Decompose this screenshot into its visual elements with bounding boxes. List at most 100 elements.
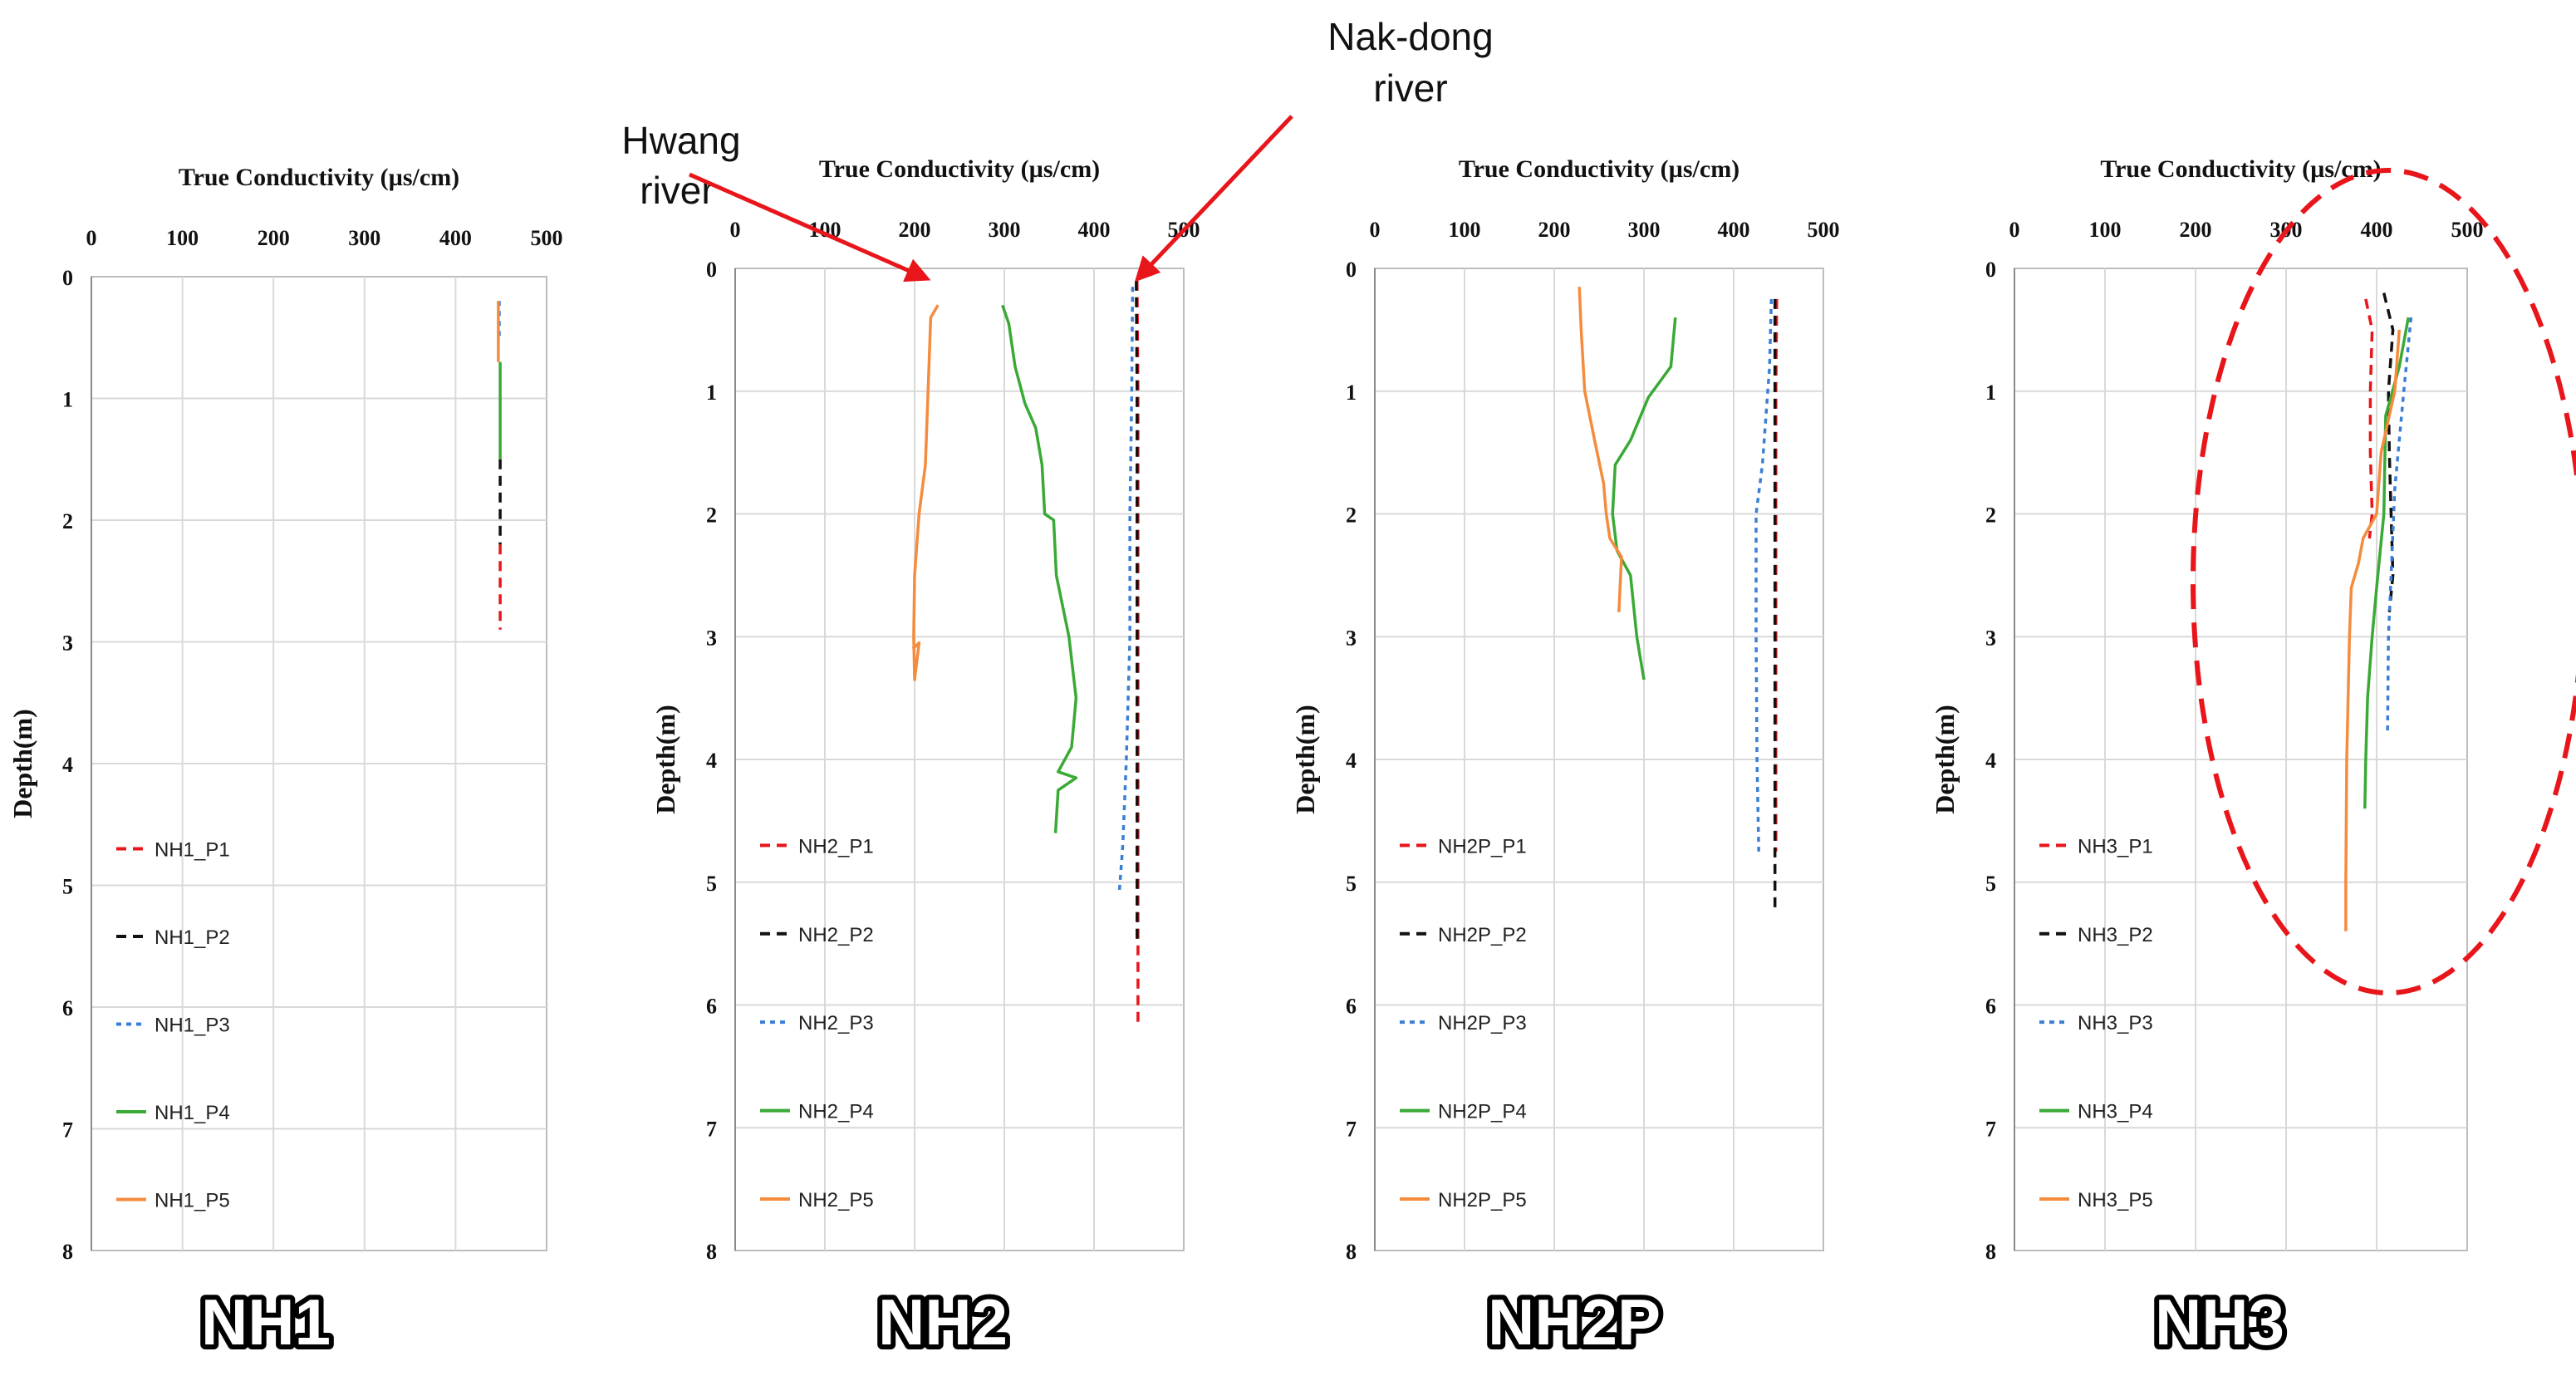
y-tick-label: 0 [706,258,717,282]
y-tick-label: 1 [1346,381,1357,405]
nakdong-label-line2: river [1373,66,1447,110]
y-tick-label: 2 [1985,504,1996,528]
y-tick-label: 2 [1346,504,1357,528]
series-line-nh2p_p3 [1754,298,1774,852]
y-axis-label: Depth(m) [7,709,37,818]
x-tick-label: 400 [1718,218,1750,242]
legend-label: NH3_P3 [2078,1012,2153,1034]
series-line-nh2_p2 [1135,280,1139,944]
x-tick-label: 100 [1449,218,1481,242]
y-tick-label: 3 [1346,626,1357,650]
x-tick-label: 500 [531,226,563,250]
chart-title: True Conductivity (µs/cm) [179,164,459,191]
y-tick-label: 1 [62,388,73,412]
y-tick-label: 2 [706,504,717,528]
legend-label: NH1_P3 [155,1015,230,1037]
y-tick-label: 0 [62,266,73,290]
chart-title: True Conductivity (µs/cm) [819,155,1100,183]
hwang-river-annotation: Hwang river [621,119,931,283]
legend-label: NH2P_P4 [1438,1101,1527,1123]
series-line-nh2p_p5 [1577,287,1623,612]
x-tick-label: 400 [439,226,472,250]
nakdong-arrow [1134,115,1293,283]
y-axis-label: Depth(m) [650,705,680,814]
x-tick-label: 500 [1808,218,1840,242]
hwang-label-line1: Hwang [621,119,740,162]
y-tick-label: 8 [706,1240,717,1264]
x-tick-label: 0 [2009,218,2020,242]
x-tick-label: 500 [2451,218,2484,242]
y-tick-label: 4 [1346,749,1357,773]
hwang-label-line2: river [640,169,714,212]
y-tick-label: 7 [62,1118,73,1143]
legend-label: NH2_P1 [798,835,874,858]
x-tick-label: 100 [166,226,199,250]
y-tick-label: 3 [1985,626,1996,650]
highlight-ellipse [2191,168,2576,995]
y-tick-label: 5 [62,875,73,899]
legend-label: NH2_P5 [798,1189,874,1211]
legend-label: NH1_P1 [155,839,230,862]
legend-label: NH2P_P2 [1438,924,1527,946]
y-tick-label: 3 [62,631,73,656]
legend-label: NH2P_P1 [1438,835,1527,858]
legend-label: NH2_P2 [798,924,874,946]
legend-label: NH2P_P5 [1438,1189,1527,1211]
y-tick-label: 5 [1346,872,1357,896]
x-tick-label: 300 [989,218,1021,242]
legend-label: NH1_P2 [155,926,230,949]
y-tick-label: 8 [1346,1240,1357,1264]
series-line-nh3_p3 [2386,317,2413,735]
y-axis-label: Depth(m) [1930,705,1960,814]
y-tick-label: 6 [1346,995,1357,1019]
x-tick-label: 0 [730,218,741,242]
hwang-arrow [688,172,931,283]
y-tick-label: 7 [1346,1117,1357,1141]
y-tick-label: 0 [1985,258,1996,282]
panel-caption: NH1 [201,1285,331,1359]
x-tick-label: 300 [348,226,380,250]
series-line-nh3_p2 [2382,292,2395,612]
panel-caption: NH3 [2155,1285,2284,1359]
chart-title: True Conductivity (µs/cm) [1459,155,1739,183]
legend-label: NH2_P4 [798,1101,874,1123]
legend-label: NH2P_P3 [1438,1012,1527,1034]
y-tick-label: 4 [706,749,717,773]
y-tick-label: 1 [1985,381,1996,405]
y-tick-label: 2 [62,509,73,533]
y-tick-label: 8 [62,1240,73,1264]
panel-caption: NH2P [1488,1285,1661,1359]
x-tick-label: 100 [2089,218,2122,242]
legend-label: NH3_P1 [2078,835,2153,858]
chart-title: True Conductivity (µs/cm) [2100,155,2381,183]
y-tick-label: 6 [706,995,717,1019]
series-line-nh2_p3 [1117,287,1135,895]
series-line-nh3_p1 [2364,298,2374,539]
panel-nh2p: 0 100 200 300 400 500 0 1 2 3 4 5 6 7 8 True Conductivi… [1290,155,1840,1364]
y-tick-label: 5 [706,872,717,896]
series-line-nh2_p4 [1001,304,1078,833]
series-line-nh2_p5 [911,304,940,681]
x-tick-label: 200 [1538,218,1571,242]
legend-label: NH3_P4 [2078,1101,2153,1123]
legend-label: NH3_P2 [2078,924,2153,946]
x-tick-label: 0 [1370,218,1381,242]
y-tick-label: 7 [1985,1117,1996,1141]
legend-label: NH1_P5 [155,1189,230,1211]
series-line-nh2p_p4 [1611,317,1677,681]
y-tick-label: 7 [706,1117,717,1141]
y-tick-label: 5 [1985,872,1996,896]
y-tick-label: 8 [1985,1240,1996,1264]
x-tick-label: 200 [258,226,290,250]
y-tick-label: 0 [1346,258,1357,282]
panel-nh1: 0 100 200 300 400 500 0 1 2 3 4 5 6 7 8 True Conductivi… [7,164,563,1364]
legend-label: NH2_P3 [798,1012,874,1034]
series-line-nh3_p5 [2344,329,2402,931]
legend-label: NH3_P5 [2078,1189,2153,1211]
y-tick-label: 3 [706,626,717,650]
y-tick-label: 6 [1985,995,1996,1019]
y-axis-label: Depth(m) [1290,705,1320,814]
nakdong-river-annotation: Nak-dong river [1134,15,1494,283]
